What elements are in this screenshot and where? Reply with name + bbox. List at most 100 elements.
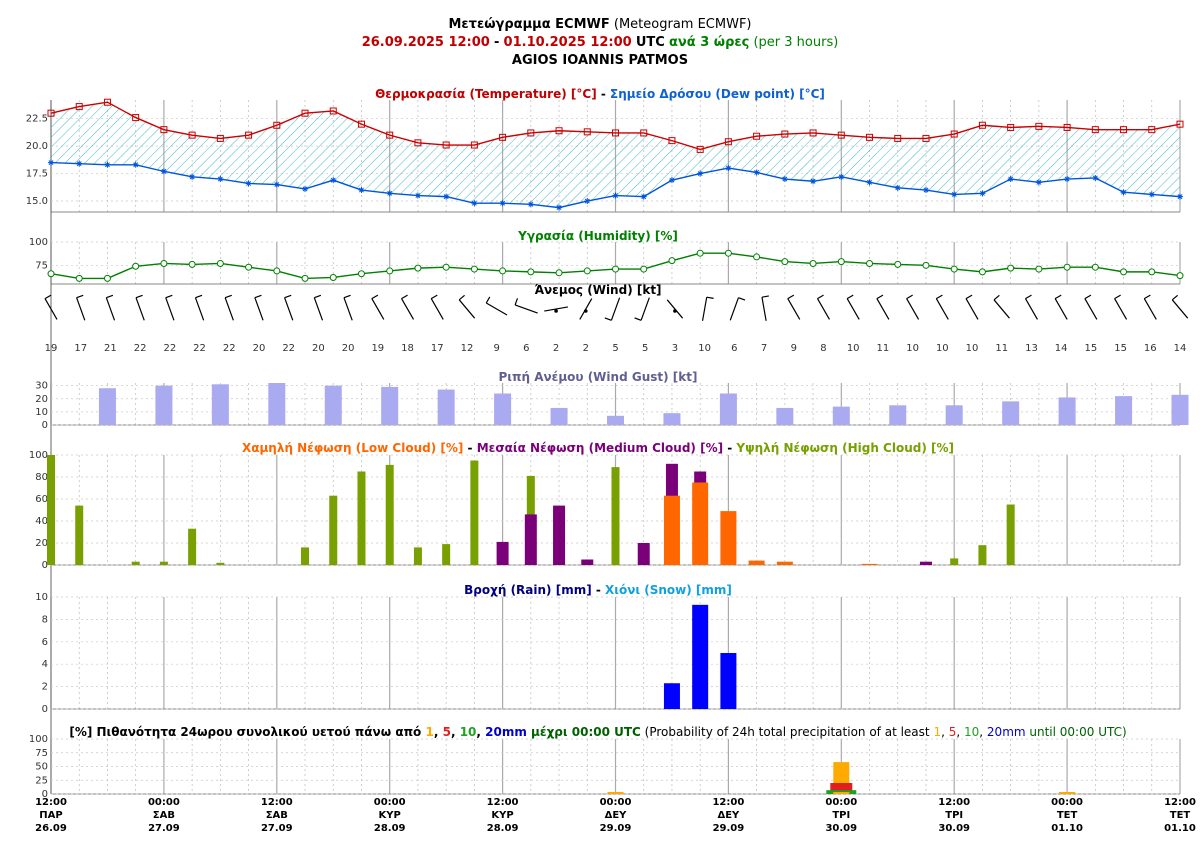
wind-barb-flag (135, 294, 143, 299)
humidity-point (132, 262, 140, 270)
humidity-point (1120, 268, 1128, 276)
humidity-point (781, 258, 789, 266)
x-axis-time-label: 00:00 (1051, 797, 1083, 808)
cloud-tick-label: 20 (35, 538, 48, 549)
temperature-point (1035, 122, 1043, 130)
dew-point-point (640, 193, 647, 200)
wind-barb-flag (314, 294, 322, 299)
temp-tick-label: 17.5 (26, 169, 48, 180)
gust-bar (607, 415, 624, 425)
temperature-point (866, 133, 874, 141)
humidity-point (386, 267, 394, 275)
medium-cloud-bar (524, 514, 537, 565)
wind-barb-flag (1025, 294, 1032, 300)
dew-point-point (189, 173, 196, 180)
temperature-point (809, 129, 817, 137)
title-english: (Meteogram ECMWF) (613, 17, 752, 32)
high-cloud-bar (470, 460, 479, 565)
humidity-point (160, 259, 168, 267)
wind-barb (1024, 298, 1038, 320)
dew-point-point (838, 173, 845, 180)
temp-panel-title: Θερμοκρασία (Temperature) [°C] - Σημείο … (375, 87, 825, 101)
humidity-point (724, 249, 732, 257)
humidity-point (329, 273, 337, 281)
high-cloud-bar (413, 547, 422, 565)
temperature-point (1063, 123, 1071, 131)
wind-calm-dot (583, 309, 588, 313)
humidity-point (47, 270, 55, 278)
temperature-point (1176, 120, 1184, 128)
gust-panel: 0 10 20 30 (35, 381, 1189, 431)
temperature-point (103, 98, 111, 106)
x-axis-date-label: 01.10 (1164, 823, 1196, 834)
wind-speed-label: 5 (642, 343, 648, 354)
dew-point-point (556, 204, 563, 211)
dew-point-point (1035, 179, 1042, 186)
gust-bar (1058, 397, 1076, 425)
wind-barb (514, 304, 538, 314)
wind-barb (729, 297, 740, 321)
x-axis-day-label: ΣΑΒ (153, 810, 175, 821)
gust-bar (889, 405, 907, 425)
wind-speed-label: 17 (74, 343, 87, 354)
temp-tick-label: 20.0 (26, 141, 48, 152)
dew-point-point (1064, 176, 1071, 183)
temperature-point (1148, 126, 1156, 134)
wind-barb (224, 297, 234, 321)
gust-panel-title: Ριπή Ανέμου (Wind Gust) [kt] (499, 370, 698, 384)
x-axis-day-label: ΤΕΤ (1170, 810, 1191, 821)
wind-barb (640, 297, 650, 321)
period-end: 01.10.2025 12:00 (503, 35, 632, 50)
dew-point-point (76, 160, 83, 167)
dew-point-point (612, 192, 619, 199)
humidity-point (866, 259, 874, 267)
temperature-line (50, 101, 1181, 151)
dew-point-point (979, 190, 986, 197)
gust-tick-label: 30 (35, 381, 48, 392)
wind-barb (165, 297, 175, 321)
temperature-point (499, 133, 507, 141)
x-axis-date-label: 28.09 (374, 823, 406, 834)
dew-point-point (1120, 189, 1127, 196)
wind-speed-label: 22 (163, 343, 176, 354)
wind-speed-label: 5 (612, 343, 618, 354)
high-cloud-bar (216, 562, 225, 565)
low-cloud-bar (663, 495, 680, 565)
humidity-point (75, 274, 83, 282)
temperature-point (245, 131, 253, 139)
humidity-point (1035, 265, 1043, 273)
dew-point-point (1177, 193, 1183, 200)
temperature-point (132, 114, 140, 122)
humidity-point (216, 259, 224, 267)
humidity-tick-label: 100 (29, 237, 48, 248)
temperature-point (75, 103, 83, 111)
temperature-point (922, 134, 930, 142)
gust-bar (1171, 394, 1189, 425)
wind-barb-flag (817, 294, 824, 300)
wind-barb (965, 298, 979, 320)
wind-barb (1114, 298, 1128, 320)
wind-barb (935, 298, 949, 320)
temperature-point (950, 130, 958, 138)
low-cloud-bar (720, 511, 737, 565)
dew-point-point (725, 165, 732, 172)
wind-speed-label: 6 (523, 343, 529, 354)
low-cloud-bar (776, 561, 793, 565)
high-cloud-bar (47, 455, 55, 565)
high-cloud-bar (75, 505, 84, 565)
high-cloud-bar (131, 561, 140, 565)
wind-barb (254, 297, 264, 321)
x-axis-time-label: 00:00 (374, 797, 406, 808)
wind-speed-label: 15 (1114, 343, 1127, 354)
gust-bar (776, 407, 794, 425)
gust-bar (663, 413, 681, 425)
wind-barb (313, 297, 324, 321)
wind-barb-flag (401, 294, 408, 300)
wind-barb-flag (76, 294, 84, 299)
wind-barb-flag (224, 294, 232, 299)
x-axis-day-label: ΠΑΡ (39, 810, 62, 821)
wind-speed-label: 9 (791, 343, 797, 354)
humidity-point (357, 270, 365, 278)
wind-barb (371, 298, 385, 320)
temperature-panel: 15.0 17.5 20.0 22.5 (26, 98, 1184, 211)
